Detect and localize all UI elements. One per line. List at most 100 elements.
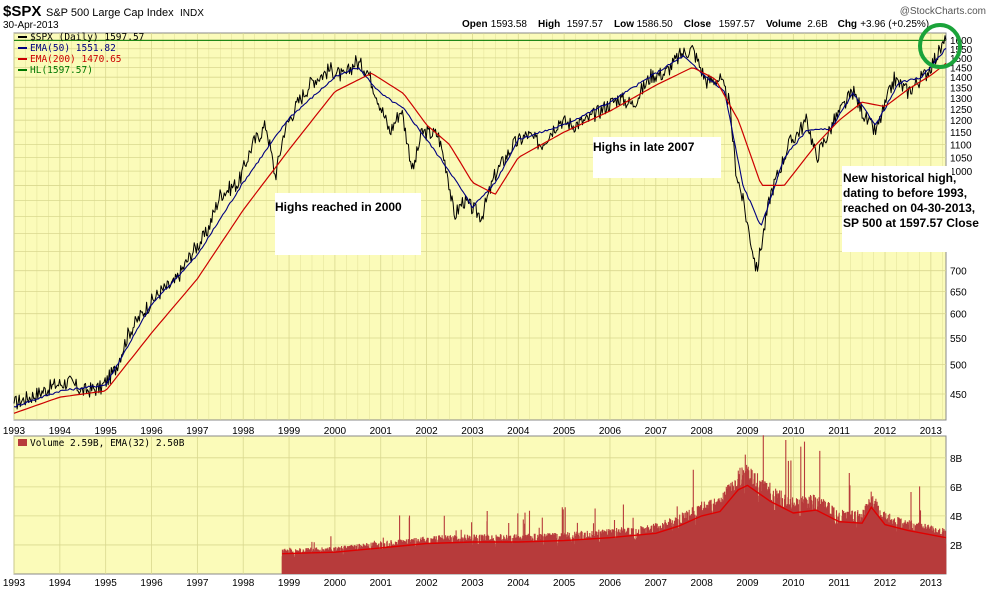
y-tick-label: 1350 <box>950 83 973 94</box>
x-tick-label: 2013 <box>920 578 943 589</box>
quote-label: Volume <box>766 19 802 30</box>
x-tick-label: 2011 <box>828 426 850 437</box>
x-tick-label: 1999 <box>278 578 301 589</box>
annotation-line: SP 500 at 1597.57 Close <box>843 216 979 230</box>
x-tick-label: 2000 <box>324 426 347 437</box>
x-tick-label: 1998 <box>232 426 255 437</box>
quote-line: Open 1593.58 High 1597.57 Low 1586.50 Close 159… <box>462 19 929 30</box>
quote-label: Chg <box>838 19 857 30</box>
y-tick-label: 650 <box>950 287 967 298</box>
x-tick-label: 2002 <box>415 578 438 589</box>
price-x-labels: 1993 1994 1995 1996 1997 1998 1999 2000 2001 2002… <box>3 426 943 437</box>
y-tick-label: 1150 <box>950 128 972 139</box>
quote-label: High <box>538 19 560 30</box>
volume-bars <box>281 435 947 574</box>
quote-label: Close <box>684 19 712 30</box>
quote-value: 1597.57 <box>719 19 756 30</box>
y-tick-label: 1100 <box>950 140 972 151</box>
x-tick-label: 1998 <box>232 578 255 589</box>
x-tick-label: 1997 <box>186 426 209 437</box>
quote-value: 1597.57 <box>567 19 604 30</box>
y-tick-label: 1500 <box>950 54 973 65</box>
chart-header: $SPX S&P 500 Large Cap Index INDX 30-Apr-20… <box>3 3 986 31</box>
price-series-line <box>13 35 947 410</box>
y-tick-label: 1000 <box>950 167 973 178</box>
annotation-line: dating to before 1993, <box>843 186 967 200</box>
y-tick-label: 1450 <box>950 63 973 74</box>
x-tick-label: 1997 <box>186 578 209 589</box>
x-tick-label: 2010 <box>782 578 805 589</box>
annotation-text: Highs in late 2007 <box>593 140 695 154</box>
chart-date: 30-Apr-2013 <box>3 20 59 31</box>
x-tick-label: 2007 <box>645 426 668 437</box>
volume-y-labels: 2B 4B 6B 8B <box>950 454 963 552</box>
y-tick-label: 4B <box>950 512 963 523</box>
x-tick-label: 2007 <box>645 578 668 589</box>
y-tick-label: 1400 <box>950 73 973 84</box>
x-tick-label: 2008 <box>691 578 714 589</box>
volume-bar-set <box>281 435 947 574</box>
annotation: New historical high, dating to before 199… <box>842 166 979 252</box>
x-tick-label: 2005 <box>553 426 576 437</box>
annotation-line: New historical high, <box>843 171 956 185</box>
y-tick-label: 500 <box>950 361 967 372</box>
x-tick-label: 1993 <box>3 578 26 589</box>
y-tick-label: 8B <box>950 454 963 465</box>
volume-grid <box>13 436 946 574</box>
x-tick-label: 2008 <box>691 426 714 437</box>
x-tick-label: 2001 <box>370 426 393 437</box>
y-tick-label: 450 <box>950 390 967 401</box>
price-grid <box>13 33 946 420</box>
x-tick-label: 1993 <box>3 426 26 437</box>
watermark: @StockCharts.com <box>900 6 986 17</box>
x-tick-label: 1994 <box>49 426 72 437</box>
annotation: Highs reached in 2000 <box>275 193 421 255</box>
y-tick-label: 2B <box>950 541 963 552</box>
y-tick-label: 1200 <box>950 116 973 127</box>
x-tick-label: 1996 <box>140 578 163 589</box>
x-tick-label: 2011 <box>828 578 850 589</box>
x-tick-label: 2006 <box>599 578 622 589</box>
x-tick-label: 2004 <box>507 578 530 589</box>
x-tick-label: 2001 <box>370 578 393 589</box>
y-tick-label: 700 <box>950 267 967 278</box>
x-tick-label: 2004 <box>507 426 530 437</box>
y-tick-label: 550 <box>950 334 967 345</box>
x-tick-label: 1994 <box>49 578 72 589</box>
annotation-box <box>593 137 721 178</box>
volume-title: Volume 2.59B, EMA(32) 2.50B <box>30 438 185 449</box>
y-tick-label: 1300 <box>950 94 973 105</box>
annotation-box <box>842 166 952 252</box>
x-tick-label: 2002 <box>415 426 438 437</box>
annotation-line: Highs in late 2007 <box>593 140 695 154</box>
volume-ema-line <box>282 484 947 555</box>
y-tick-label: 1050 <box>950 153 973 164</box>
x-tick-label: 2013 <box>920 426 943 437</box>
quote-value: 1593.58 <box>491 19 528 30</box>
quote-label: Low <box>614 19 634 30</box>
y-tick-label: 1250 <box>950 105 973 116</box>
ema200-series-line <box>13 62 947 414</box>
new-high-circle <box>918 23 962 69</box>
quote-label: Open <box>462 19 488 30</box>
exchange: INDX <box>180 8 204 19</box>
x-tick-label: 2003 <box>461 426 484 437</box>
legend-entry: EMA(50) 1551.82 <box>30 43 116 54</box>
y-tick-label: 6B <box>950 483 963 494</box>
quote-value: +3.96 (+0.25%) <box>860 19 929 30</box>
x-tick-label: 1995 <box>95 578 118 589</box>
x-tick-label: 2003 <box>461 578 484 589</box>
annotation-text: New historical high, dating to before 199… <box>843 171 979 230</box>
x-tick-label: 2009 <box>736 426 759 437</box>
price-panel <box>13 32 947 421</box>
legend-entry: EMA(200) 1470.65 <box>30 54 122 65</box>
volume-legend-swatch <box>18 439 27 446</box>
legend-entry: HL(1597.57) <box>30 65 93 76</box>
x-tick-label: 1999 <box>278 426 301 437</box>
ema50-series-line <box>13 47 947 408</box>
symbol: $SPX <box>3 3 41 20</box>
x-tick-label: 2000 <box>324 578 347 589</box>
